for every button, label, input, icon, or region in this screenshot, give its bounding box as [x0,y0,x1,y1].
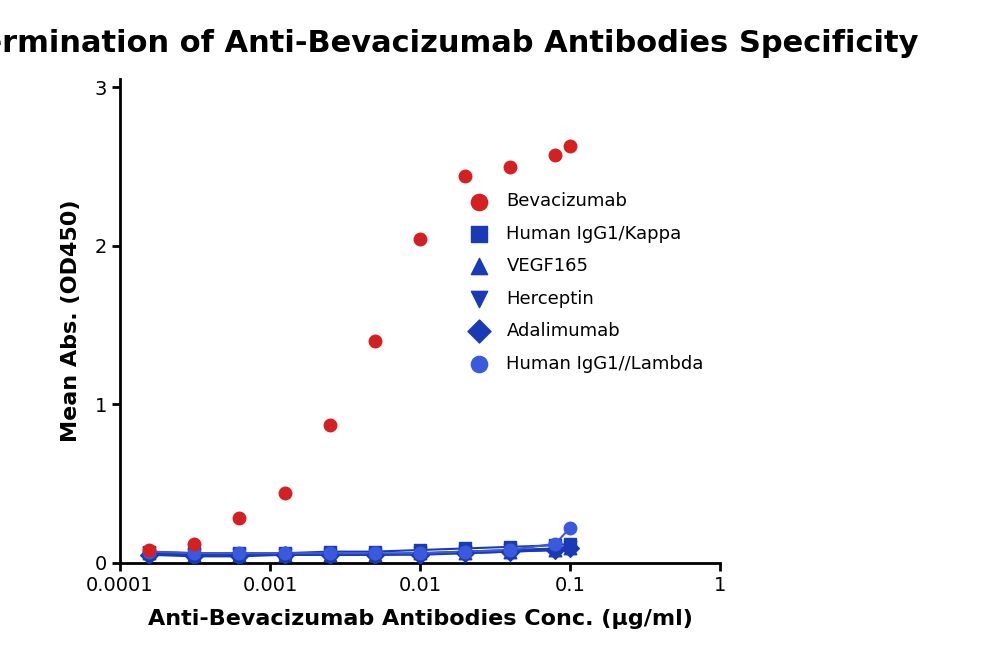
Bevacizumab [547,150,563,161]
VEGF165 [231,549,247,560]
VEGF165 [322,549,338,560]
Bevacizumab [457,171,473,181]
Human IgG1/Kappa [457,543,473,553]
Herceptin [277,549,293,560]
VEGF165 [547,545,563,555]
Human IgG1//Lambda [412,548,428,559]
Adalimumab [367,549,383,560]
Adalimumab [186,551,202,561]
Human IgG1//Lambda [277,548,293,559]
Human IgG1//Lambda [562,522,578,533]
Bevacizumab [231,513,247,524]
Human IgG1/Kappa [547,540,563,551]
Human IgG1/Kappa [277,548,293,559]
Human IgG1/Kappa [186,548,202,559]
Bevacizumab [412,234,428,245]
VEGF165 [186,549,202,560]
Bevacizumab [141,545,157,555]
VEGF165 [367,549,383,560]
Title: Determination of Anti-Bevacizumab Antibodies Specificity: Determination of Anti-Bevacizumab Antibo… [0,28,919,58]
Human IgG1//Lambda [367,548,383,559]
VEGF165 [412,548,428,559]
Human IgG1//Lambda [141,546,157,557]
Herceptin [141,548,157,559]
Human IgG1//Lambda [502,545,518,555]
Herceptin [457,546,473,557]
Bevacizumab [367,336,383,346]
Herceptin [186,549,202,560]
Bevacizumab [277,488,293,498]
Bevacizumab [322,420,338,430]
Bevacizumab [502,162,518,172]
X-axis label: Anti-Bevacizumab Antibodies Conc. (μg/ml): Anti-Bevacizumab Antibodies Conc. (μg/ml… [148,609,692,629]
Adalimumab [231,551,247,561]
Human IgG1/Kappa [562,538,578,549]
Adalimumab [141,549,157,560]
Herceptin [502,545,518,555]
Human IgG1/Kappa [231,548,247,559]
Human IgG1/Kappa [367,546,383,557]
Y-axis label: Mean Abs. (OD450): Mean Abs. (OD450) [61,200,81,442]
Adalimumab [547,545,563,555]
Bevacizumab [186,538,202,549]
Human IgG1/Kappa [141,546,157,557]
VEGF165 [562,543,578,553]
Human IgG1/Kappa [322,546,338,557]
Herceptin [562,542,578,552]
Adalimumab [502,546,518,557]
Human IgG1//Lambda [322,548,338,559]
VEGF165 [502,546,518,557]
Adalimumab [457,548,473,559]
Human IgG1/Kappa [412,545,428,555]
Adalimumab [562,543,578,553]
Herceptin [412,548,428,559]
Bevacizumab [562,141,578,152]
Herceptin [231,549,247,560]
Herceptin [547,543,563,553]
VEGF165 [277,549,293,560]
Adalimumab [412,549,428,560]
Legend: Bevacizumab, Human IgG1/Kappa, VEGF165, Herceptin, Adalimumab, Human IgG1//Lambd: Bevacizumab, Human IgG1/Kappa, VEGF165, … [463,185,711,380]
Herceptin [367,549,383,560]
Adalimumab [322,549,338,560]
VEGF165 [141,548,157,559]
Human IgG1/Kappa [502,542,518,552]
Herceptin [322,549,338,560]
VEGF165 [457,548,473,559]
Adalimumab [277,549,293,560]
Human IgG1//Lambda [457,546,473,557]
Human IgG1//Lambda [547,538,563,549]
Human IgG1//Lambda [186,548,202,559]
Human IgG1//Lambda [231,548,247,559]
